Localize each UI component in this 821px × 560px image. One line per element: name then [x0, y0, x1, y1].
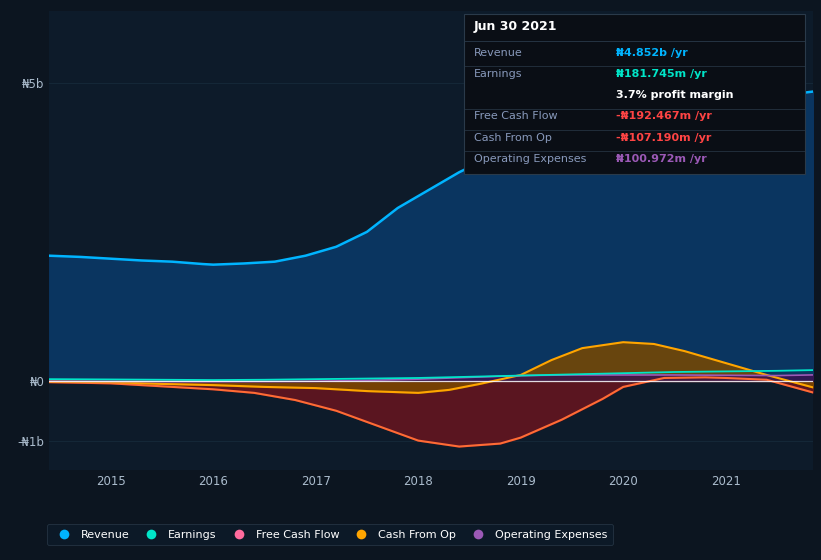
Text: ₦4.852b /yr: ₦4.852b /yr [616, 48, 687, 58]
Text: Jun 30 2021: Jun 30 2021 [474, 20, 557, 32]
Text: -₦107.190m /yr: -₦107.190m /yr [616, 133, 711, 143]
Legend: Revenue, Earnings, Free Cash Flow, Cash From Op, Operating Expenses: Revenue, Earnings, Free Cash Flow, Cash … [47, 524, 612, 545]
Text: Free Cash Flow: Free Cash Flow [474, 111, 557, 122]
Text: ₦181.745m /yr: ₦181.745m /yr [616, 69, 707, 79]
Text: -₦192.467m /yr: -₦192.467m /yr [616, 111, 712, 122]
Text: 3.7% profit margin: 3.7% profit margin [616, 90, 733, 100]
Text: ₦100.972m /yr: ₦100.972m /yr [616, 154, 707, 164]
Text: Cash From Op: Cash From Op [474, 133, 552, 143]
Text: Revenue: Revenue [474, 48, 522, 58]
Text: Earnings: Earnings [474, 69, 522, 79]
Text: Operating Expenses: Operating Expenses [474, 154, 586, 164]
